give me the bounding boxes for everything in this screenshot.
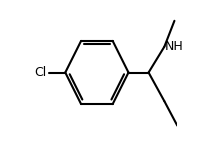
Text: Cl: Cl — [34, 66, 47, 79]
Text: NH: NH — [165, 40, 184, 53]
